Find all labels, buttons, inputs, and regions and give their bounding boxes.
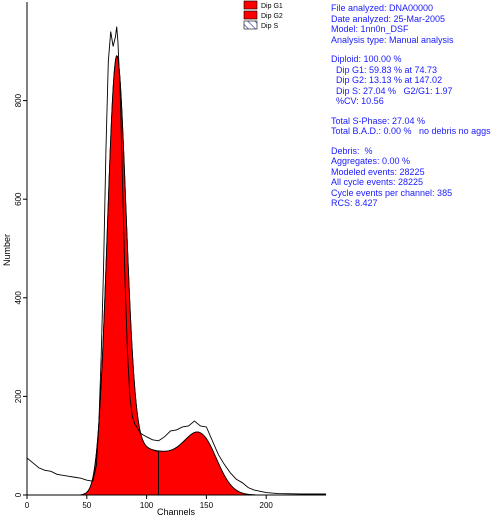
legend-swatch	[243, 20, 258, 30]
dna-histogram-chart: 0 50 100 150 200 0 200 400 600 800 Channels Numb…	[2, 0, 326, 517]
info-gap	[331, 137, 499, 146]
legend-swatch	[243, 10, 258, 20]
info-line: Analysis type: Manual analysis	[331, 34, 454, 45]
x-tick-label: 150	[200, 501, 214, 510]
y-tick-label: 0	[14, 492, 23, 497]
legend-label: Dip G2	[261, 13, 283, 20]
info-line: Dip S: 27.04 % G2/G1: 1.97	[331, 85, 453, 96]
info-line: Total B.A.D.: 0.00 % no debris no aggs	[331, 126, 491, 136]
y-tick-label: 400	[14, 291, 23, 305]
info-line: Cycle events per channel: 385	[331, 187, 453, 198]
info-line: Aggregates: 0.00 %	[331, 156, 411, 166]
legend-label: Dip S	[261, 23, 278, 30]
info-line: Dip G2: 13.13 % at 147.02	[331, 75, 443, 85]
x-tick-label: 100	[140, 501, 154, 510]
dip-g1-area	[80, 55, 159, 496]
info-gap	[331, 45, 499, 54]
legend-label: Dip G1	[261, 3, 283, 10]
axes	[26, 2, 326, 496]
x-ticks: 0 50 100 150 200	[25, 495, 274, 510]
info-line: RCS: 8.427	[331, 198, 378, 208]
x-axis-label: Channels	[157, 507, 196, 517]
y-tick-label: 800	[14, 93, 23, 107]
y-axis-label: Number	[2, 234, 12, 266]
info-line: File analyzed: DNA00000	[331, 3, 434, 13]
info-line: %CV: 10.56	[331, 96, 384, 106]
x-tick-label: 0	[25, 501, 30, 510]
x-tick-label: 50	[82, 501, 91, 510]
histogram-line	[26, 26, 326, 495]
x-tick-label: 200	[260, 501, 274, 510]
info-line: Diploid: 100.00 %	[331, 54, 402, 64]
model-fit-line	[80, 55, 267, 496]
info-line: Debris: %	[331, 145, 373, 156]
y-tick-label: 200	[14, 389, 23, 403]
plot-area	[26, 26, 326, 496]
y-tick-label: 600	[14, 192, 23, 206]
info-line: Dip G1: 59.83 % at 74.73	[331, 64, 438, 75]
legend: Dip G1 Dip G2 Dip S	[243, 0, 283, 30]
analysis-info-panel: File analyzed: DNA00000 Date analyzed: 25…	[331, 3, 499, 209]
info-gap	[331, 107, 499, 116]
y-ticks: 0 200 400 600 800	[14, 93, 27, 497]
info-line: Total S-Phase: 27.04 %	[331, 115, 426, 126]
info-line: Modeled events: 28225	[331, 166, 425, 177]
info-line: Date analyzed: 25-Mar-2005	[331, 13, 446, 24]
info-line: All cycle events: 28225	[331, 177, 424, 187]
info-line: Model: 1nn0n_DSF	[331, 24, 409, 34]
legend-swatch	[243, 0, 258, 10]
